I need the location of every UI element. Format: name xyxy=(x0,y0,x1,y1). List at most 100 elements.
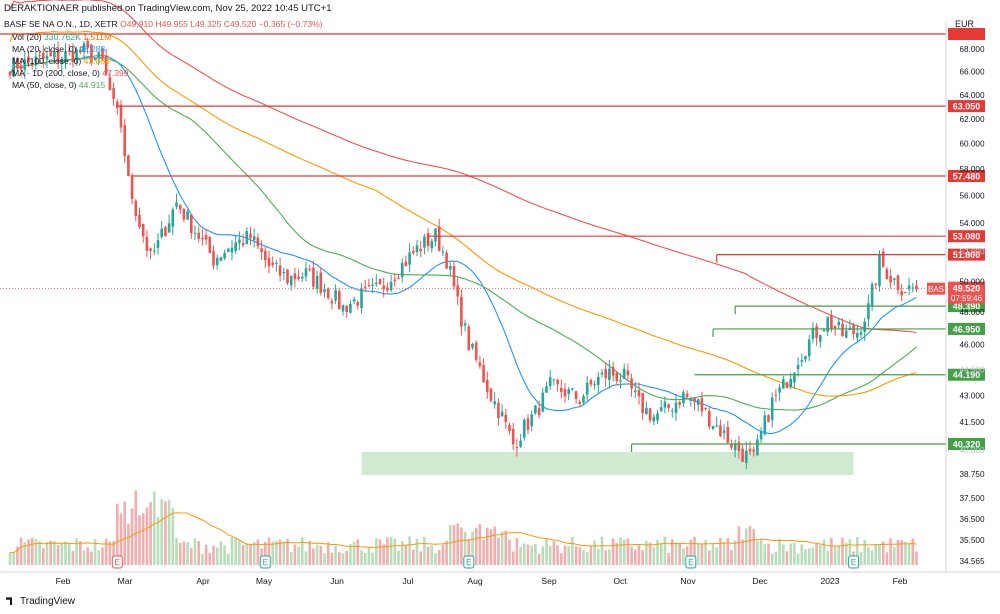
volume-bar xyxy=(67,543,71,565)
tradingview-footer[interactable]: TradingView xyxy=(6,596,75,607)
volume-bar xyxy=(467,539,471,565)
indicator-ma200[interactable]: MA · 1D (200, close, 0) 47.399 xyxy=(12,68,129,78)
candle-body xyxy=(249,233,252,239)
candle xyxy=(90,43,93,66)
x-tick-label: Feb xyxy=(893,576,908,586)
candle xyxy=(774,388,778,402)
candle-body xyxy=(626,370,630,376)
volume-bar xyxy=(634,549,637,565)
candle-body xyxy=(334,290,337,301)
candle-body xyxy=(153,250,156,252)
candle-body xyxy=(682,392,685,404)
volume-bar xyxy=(885,552,889,565)
candle xyxy=(685,390,689,399)
price-level-label: 44.190 xyxy=(953,370,981,380)
volume-bar xyxy=(278,539,282,565)
candle xyxy=(800,353,804,367)
volume-bar xyxy=(190,548,193,565)
x-tick-label: Aug xyxy=(467,576,483,586)
candle-body xyxy=(112,87,115,99)
volume-bar xyxy=(389,536,393,565)
volume-bar xyxy=(648,542,652,565)
volume-bar xyxy=(112,540,115,565)
volume-bar xyxy=(400,541,404,565)
volume-bar xyxy=(911,538,915,565)
candle-body xyxy=(456,285,459,297)
candle xyxy=(212,245,215,270)
candle xyxy=(16,57,19,71)
candle-body xyxy=(819,335,822,342)
volume-bar xyxy=(304,551,308,565)
y-tick-label: 38.750 xyxy=(959,470,984,479)
volume-bar xyxy=(12,552,15,565)
candle-body xyxy=(167,223,171,233)
candle-body xyxy=(238,239,241,244)
candle xyxy=(737,436,741,459)
volume-bar xyxy=(844,542,848,565)
candle xyxy=(293,267,297,288)
candle xyxy=(648,407,652,424)
candle xyxy=(197,226,200,243)
candle xyxy=(482,358,485,383)
volume-bar xyxy=(630,546,633,565)
volume-bar xyxy=(423,536,426,565)
indicator-volume[interactable]: Vol (20) 330.762K 1.511M xyxy=(12,32,111,42)
volume-bar xyxy=(171,507,175,565)
candle-body xyxy=(615,372,619,382)
indicator-ma50[interactable]: MA (50, close, 0) 44.915 xyxy=(12,80,105,90)
ma200-line xyxy=(9,0,917,334)
indicator-ma100[interactable]: MA (100, close, 0) 43.888 xyxy=(12,56,110,66)
candle xyxy=(164,225,167,237)
candle-body xyxy=(793,372,796,383)
volume-bar xyxy=(471,531,474,565)
candle-body xyxy=(193,232,197,234)
volume-bar xyxy=(201,553,204,565)
candle-body xyxy=(856,332,859,338)
candle-body xyxy=(800,360,804,362)
candle xyxy=(108,71,112,91)
candle xyxy=(230,240,234,261)
candle-body xyxy=(56,50,60,62)
x-tick-label: Jul xyxy=(403,576,414,586)
indicator-ma20[interactable]: MA (20, close, 0) 48.288 xyxy=(12,44,105,54)
candle-body xyxy=(582,396,585,403)
volume-bar xyxy=(160,499,163,565)
currency-label: EUR xyxy=(955,19,975,29)
y-tick-label: 50.000 xyxy=(959,277,984,286)
candle xyxy=(223,249,226,261)
candle-body xyxy=(286,269,289,284)
candle-body xyxy=(352,299,356,302)
candle-body xyxy=(652,416,656,422)
volume-bar xyxy=(682,548,685,565)
candle-body xyxy=(907,285,911,290)
volume-bar xyxy=(271,541,274,565)
candle-body xyxy=(556,379,559,385)
candle xyxy=(460,289,463,336)
candle xyxy=(86,37,89,54)
candle xyxy=(881,248,885,268)
chart-header: DERAKTIONAER published on TradingView.co… xyxy=(4,3,924,19)
candle xyxy=(204,228,208,245)
volume-bar xyxy=(730,550,733,565)
price-level-tag xyxy=(948,437,985,450)
candle-body xyxy=(312,267,315,287)
volume-bar xyxy=(252,541,256,565)
volume-bar xyxy=(515,538,519,565)
candle xyxy=(778,384,781,401)
candle-body xyxy=(452,266,456,287)
candle xyxy=(30,59,34,70)
candle xyxy=(478,355,482,369)
volume-bar xyxy=(833,546,837,565)
candle xyxy=(659,399,663,412)
candle-body xyxy=(508,425,511,432)
candle xyxy=(893,277,896,286)
volume-bar xyxy=(378,539,382,565)
candle-body xyxy=(778,387,781,393)
candle-body xyxy=(267,257,271,267)
candle xyxy=(412,245,415,256)
volume-bar xyxy=(856,537,859,565)
candle-body xyxy=(600,372,604,375)
volume-bar xyxy=(589,546,593,565)
volume-bar xyxy=(578,547,582,565)
